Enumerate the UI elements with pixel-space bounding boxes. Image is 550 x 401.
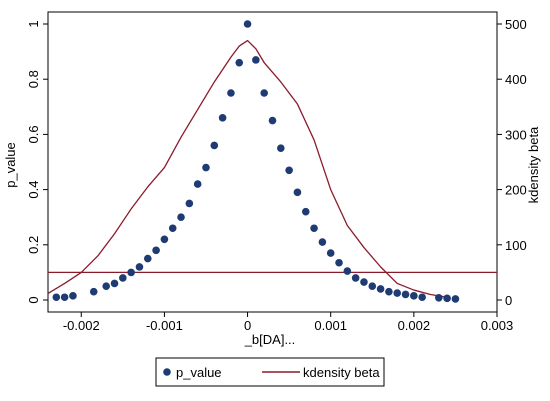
p-value-point: [293, 188, 302, 197]
p-value-point: [335, 258, 343, 267]
x-axis-label: _b[DA]...: [244, 332, 296, 347]
p-value-point: [301, 207, 310, 216]
p-value-point: [285, 166, 293, 175]
y-tick-label: 0.6: [26, 125, 41, 143]
kdensity-line: [47, 39, 448, 298]
p-value-point: [376, 285, 385, 293]
y2-tick-label: 300: [505, 127, 527, 142]
p-value-point: [368, 282, 377, 291]
legend-label-kdensity: kdensity beta: [303, 365, 380, 380]
x-tick-label: -0.001: [146, 318, 183, 333]
p-value-point: [119, 274, 127, 282]
p-value-point: [343, 267, 352, 275]
y-axis-label: p_value: [3, 142, 18, 188]
axes: -0.002 -0.001 0 0.001 0.002 0.003 0 0.2 0.4 0.6 0.…: [26, 17, 527, 333]
p-value-point: [235, 58, 244, 67]
p-value-point: [252, 56, 260, 64]
p-value-point: [60, 293, 69, 302]
chart-marks: [47, 20, 497, 303]
y2-tick-label: 400: [505, 72, 527, 87]
p-value-point: [318, 238, 327, 246]
legend-marker-p-value: [163, 368, 171, 376]
legend: p_value kdensity beta: [155, 357, 385, 387]
p-value-point: [443, 294, 451, 303]
y2-tick-label: 100: [505, 238, 527, 253]
p-value-point: [385, 287, 393, 296]
p-value-point: [435, 293, 443, 302]
p-value-point: [52, 293, 61, 302]
p-value-point: [227, 89, 235, 97]
y2-tick-label: 0: [505, 293, 512, 308]
y2-tick-label: 500: [505, 17, 527, 32]
y-tick-label: 0.4: [26, 181, 41, 199]
p-value-point: [351, 274, 360, 282]
y2-axis-label: kdensity beta: [526, 126, 541, 203]
legend-label-p-value: p_value: [176, 365, 222, 380]
p-value-point: [202, 163, 210, 172]
y-tick-label: 0.8: [26, 70, 41, 88]
x-tick-label: 0.003: [481, 318, 514, 333]
p-value-point: [326, 249, 335, 257]
p-value-point: [360, 278, 368, 286]
p-value-point: [177, 213, 185, 221]
x-tick-label: 0.001: [314, 318, 347, 333]
p-value-point: [127, 268, 135, 277]
plot-frame: [47, 11, 498, 313]
x-tick-label: 0: [244, 318, 251, 333]
p-value-point: [243, 20, 252, 28]
p-value-point: [451, 295, 460, 303]
p-value-point: [277, 144, 285, 152]
y-tick-label: 1: [26, 20, 41, 27]
p-value-point: [152, 246, 160, 255]
p-value-point: [410, 292, 418, 300]
p-value-point: [135, 263, 144, 271]
p-value-point: [218, 114, 227, 122]
p-value-point: [89, 287, 98, 296]
p-value-point: [185, 199, 194, 208]
p-value-point: [193, 180, 202, 188]
y-tick-label: 0.2: [26, 236, 41, 254]
x-tick-label: 0.002: [398, 318, 431, 333]
p-value-point: [110, 279, 119, 288]
p-value-point: [168, 224, 177, 233]
x-tick-label: -0.002: [63, 318, 100, 333]
p-value-point: [160, 235, 169, 244]
y-tick-label: 0: [26, 296, 41, 303]
p-value-point: [210, 141, 219, 150]
p-value-point: [418, 293, 426, 302]
y2-tick-label: 200: [505, 183, 527, 198]
p-value-point: [69, 292, 77, 300]
p-value-point: [310, 224, 318, 233]
p-value-point: [260, 89, 268, 97]
p-value-point: [143, 254, 152, 263]
p-value-point: [393, 289, 402, 297]
p-value-point: [102, 282, 110, 291]
p-value-point: [401, 290, 410, 299]
p-value-point: [268, 116, 277, 125]
